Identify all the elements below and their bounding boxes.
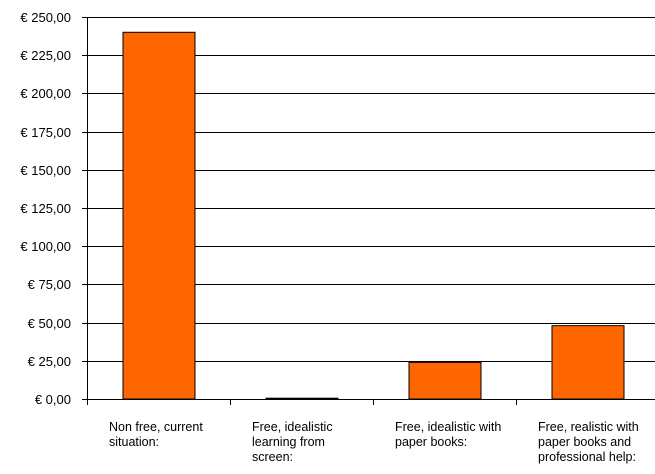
y-tick-label: € 50,00 (28, 316, 71, 331)
x-category-label-line: Free, idealistic with (395, 420, 501, 434)
bar (122, 31, 196, 400)
x-category-label-line: professional help: (538, 450, 636, 464)
x-category-label: Non free, current situation: (109, 420, 203, 449)
axes (87, 17, 655, 405)
y-tick-label: € 250,00 (20, 10, 71, 25)
y-tick-label: € 100,00 (20, 239, 71, 254)
x-category-label-line: learning from (252, 435, 325, 449)
bars (122, 31, 625, 400)
y-tick-label: € 75,00 (28, 277, 71, 292)
y-tick-label: € 225,00 (20, 48, 71, 63)
y-tick-label: € 25,00 (28, 354, 71, 369)
y-tick-label: € 125,00 (20, 201, 71, 216)
y-tick-label: € 150,00 (20, 163, 71, 178)
x-category-label: Free, idealistic learning from screen: (252, 420, 333, 464)
x-category-label-line: paper books and (538, 435, 631, 449)
y-tick-labels: € 0,00 € 25,00 € 50,00 € 75,00 € 100,00 € 125… (20, 10, 71, 407)
x-category-label-line: screen: (252, 450, 293, 464)
x-category-label-line: Free, realistic with (538, 420, 639, 434)
x-category-label-line: situation: (109, 435, 159, 449)
y-tick-label: € 175,00 (20, 125, 71, 140)
x-category-label-line: paper books: (395, 435, 467, 449)
x-category-label-line: Free, idealistic (252, 420, 333, 434)
x-category-label-line: Non free, current (109, 420, 203, 434)
y-tick-label: € 200,00 (20, 86, 71, 101)
x-category-label: Free, realistic with paper books and profe… (538, 420, 639, 464)
bar (551, 325, 625, 400)
y-tick-label: € 0,00 (35, 392, 71, 407)
bar (265, 397, 339, 400)
x-category-labels: Non free, current situation: Free, idealis… (109, 420, 639, 464)
bar (408, 361, 482, 400)
x-category-label: Free, idealistic with paper books: (395, 420, 501, 449)
